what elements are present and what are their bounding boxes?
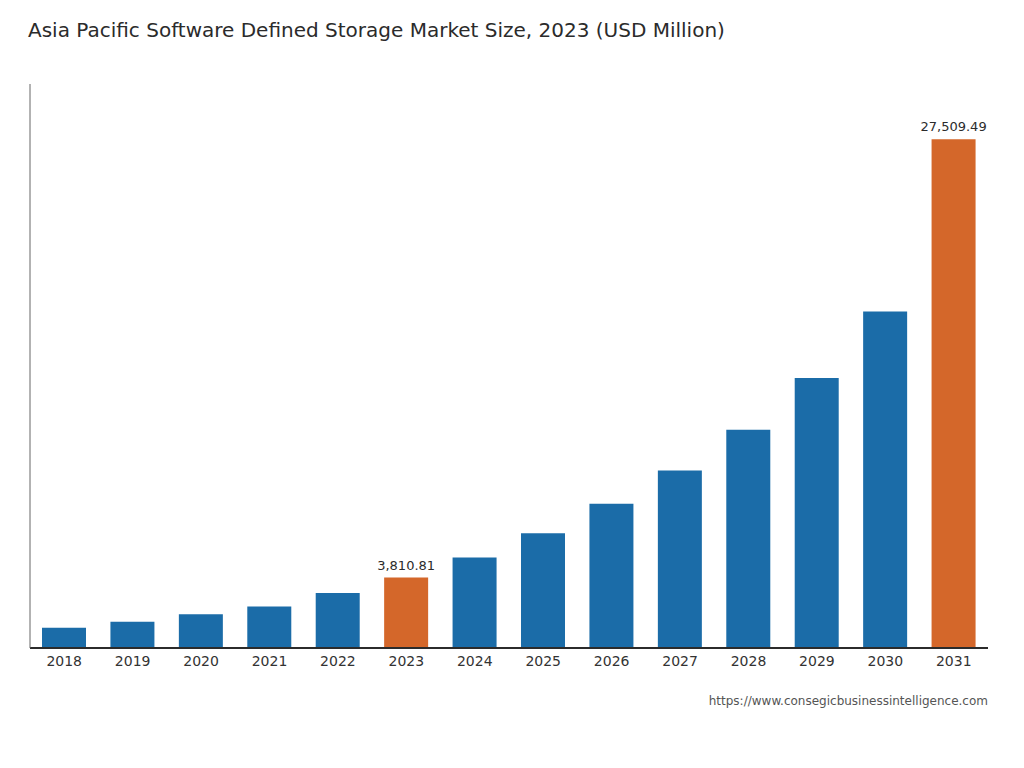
svg-text:2019: 2019 bbox=[115, 653, 151, 669]
svg-text:2029: 2029 bbox=[799, 653, 835, 669]
svg-text:2024: 2024 bbox=[457, 653, 493, 669]
svg-text:2022: 2022 bbox=[320, 653, 356, 669]
svg-text:2018: 2018 bbox=[46, 653, 82, 669]
svg-text:2025: 2025 bbox=[525, 653, 561, 669]
svg-text:2021: 2021 bbox=[252, 653, 288, 669]
svg-text:3,810.81: 3,810.81 bbox=[377, 558, 435, 573]
html-text:Asia Pacific Software Defined: Asia Pacific Software Defined Storage Ma… bbox=[28, 18, 725, 42]
svg-text:2028: 2028 bbox=[731, 653, 767, 669]
svg-text:2027: 2027 bbox=[662, 653, 698, 669]
svg-text:27,509.49: 27,509.49 bbox=[920, 119, 986, 134]
svg-text:2031: 2031 bbox=[936, 653, 972, 669]
svg-text:2030: 2030 bbox=[868, 653, 904, 669]
svg-text:2023: 2023 bbox=[389, 653, 425, 669]
svg-text:2020: 2020 bbox=[183, 653, 219, 669]
svg-text:2026: 2026 bbox=[594, 653, 630, 669]
html-text:https://www.consegicbusinessin: https://www.consegicbusinessintelligence… bbox=[708, 694, 988, 708]
